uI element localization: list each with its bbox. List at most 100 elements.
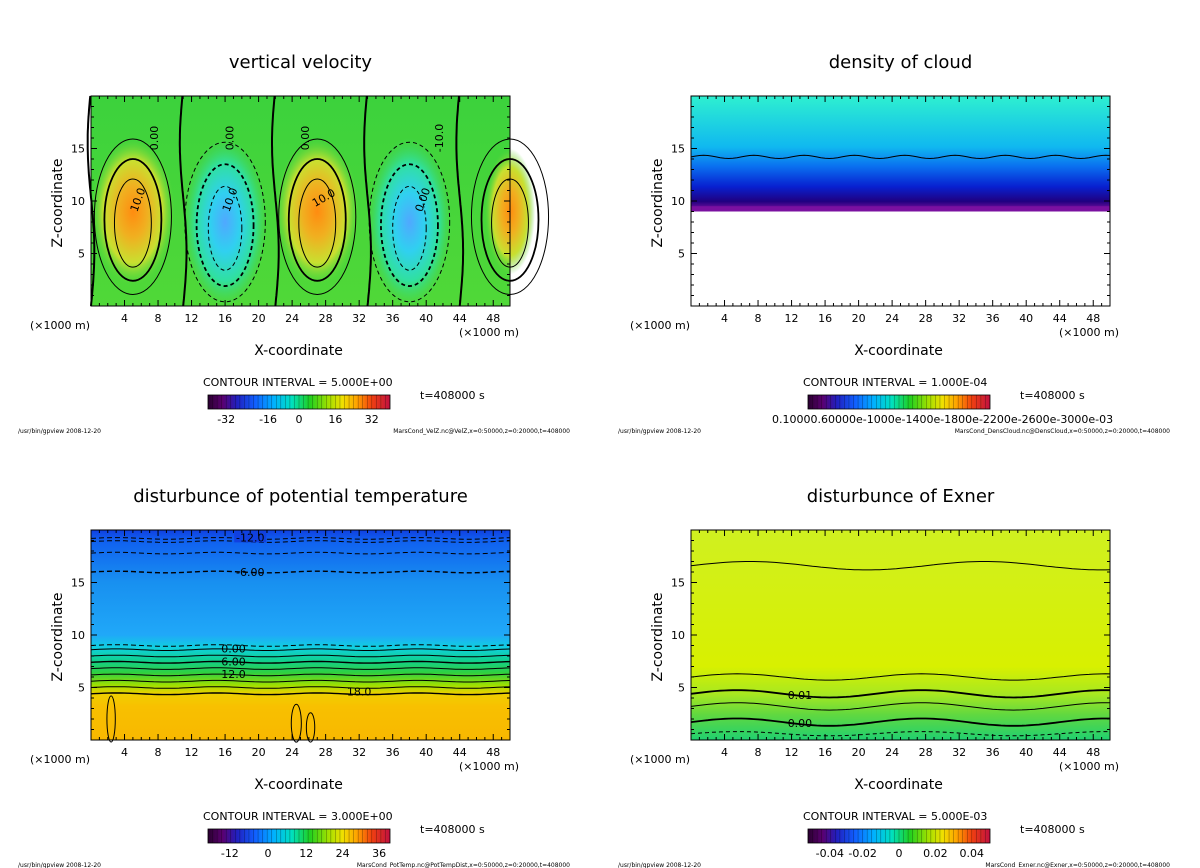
y-tick-label: 5 — [678, 248, 685, 261]
x-tick-label: 28 — [919, 746, 933, 759]
x-tick-label: 44 — [453, 746, 467, 759]
contour-interval: CONTOUR INTERVAL = 5.000E+00 — [203, 376, 393, 389]
x-ticks — [690, 530, 1111, 740]
x-tick-label: 8 — [155, 746, 162, 759]
x-tick-label: 20 — [252, 312, 266, 325]
colorbar-tick-label: 0.02 — [923, 847, 948, 860]
colorbar-divisions — [212, 395, 386, 409]
x-tick-label: 44 — [1053, 746, 1067, 759]
contour-lines — [86, 95, 550, 307]
x-unit-right: (×1000 m) — [1059, 760, 1119, 773]
x-unit-right: (×1000 m) — [459, 326, 519, 339]
x-ticks — [90, 530, 511, 740]
y-tick-label: 10 — [671, 195, 685, 208]
x-tick-label: 32 — [952, 746, 966, 759]
cloud-base-band — [691, 206, 1110, 212]
x-tick-label: 48 — [486, 746, 500, 759]
x-tick-label: 36 — [986, 746, 1000, 759]
x-tick-label: 12 — [785, 312, 799, 325]
footer-left: /usr/bin/gpview 2008-12-20 — [18, 862, 101, 868]
footer-left: /usr/bin/gpview 2008-12-20 — [618, 862, 701, 868]
x-tick-label: 44 — [453, 312, 467, 325]
x-tick-label: 4 — [121, 312, 128, 325]
x-tick-label: 28 — [919, 312, 933, 325]
warm-cell-1 — [90, 138, 175, 285]
contour-loop — [113, 178, 152, 268]
colorbar-tick-label: 0 — [296, 413, 303, 426]
x-tick-label: 40 — [419, 312, 433, 325]
y-tick-label: 5 — [78, 682, 85, 695]
x-tick-label: 16 — [818, 746, 832, 759]
footer-right: MarsCond_VelZ.nc@VelZ,x=0:50000,z=0:2000… — [393, 428, 570, 435]
x-unit-right: (×1000 m) — [459, 760, 519, 773]
colorbar-tick-label: 0 — [265, 847, 272, 860]
contour-line — [90, 673, 511, 677]
colorbar-tick-label: -32 — [217, 413, 235, 426]
cool-cell-4 — [367, 138, 452, 306]
time-label: t=408000 s — [1020, 389, 1085, 402]
x-tick-label: 12 — [185, 312, 199, 325]
contour-label: 0.00 — [299, 126, 312, 151]
contour-label: 0.00 — [788, 717, 813, 730]
x-axis-label: X-coordinate — [854, 343, 943, 359]
contour-line — [690, 154, 1111, 160]
x-tick-label: 20 — [852, 746, 866, 759]
x-axis-label: X-coordinate — [854, 777, 943, 793]
x-tick-label: 24 — [885, 312, 899, 325]
contour-line — [90, 660, 511, 664]
contour-label: -6.00 — [236, 566, 264, 579]
x-tick-label: 32 — [352, 312, 366, 325]
time-label: t=408000 s — [420, 823, 485, 836]
contour-label: 6.00 — [221, 655, 246, 668]
colorbar-tick-label: -0.02 — [848, 847, 876, 860]
x-tick-label: 16 — [218, 746, 232, 759]
contour-loop — [103, 158, 163, 282]
contour-label: -10.0 — [433, 124, 446, 152]
x-tick-label: 28 — [319, 746, 333, 759]
y-axis-label: Z-coordinate — [650, 592, 666, 681]
y-ticks — [691, 529, 1110, 741]
y-ticks — [691, 95, 1110, 307]
contour-line — [363, 95, 372, 307]
x-tick-label: 24 — [285, 746, 299, 759]
x-tick-label: 36 — [986, 312, 1000, 325]
x-tick-label: 4 — [121, 746, 128, 759]
contour-loop — [184, 141, 266, 303]
contour-label: 18.0 — [347, 686, 372, 699]
contour-line — [90, 644, 511, 647]
panel-1: vertical velocity0.0010.00.0010.00.0010.… — [18, 52, 570, 435]
colorbar-tick-label: 12 — [299, 847, 313, 860]
contour-line — [690, 717, 1110, 727]
colorbar-tick-label: -16 — [259, 413, 277, 426]
x-tick-label: 20 — [852, 312, 866, 325]
x-ticks — [690, 96, 1111, 306]
footer-left: /usr/bin/gpview 2008-12-20 — [618, 428, 701, 435]
chart-title: density of cloud — [829, 52, 973, 73]
x-tick-label: 20 — [252, 746, 266, 759]
x-ticks — [90, 96, 511, 306]
contour-label: 0.00 — [221, 643, 246, 656]
contour-line — [90, 570, 511, 574]
footer-right: MarsCond_Exner.nc@Exner,x=0:50000,z=0:20… — [985, 862, 1170, 868]
x-tick-label: 8 — [155, 312, 162, 325]
contour-line — [90, 679, 511, 683]
contour-line — [690, 561, 1111, 571]
colorbar-divisions — [812, 829, 986, 843]
contour-loop — [278, 138, 357, 295]
contour-lines — [690, 561, 1111, 737]
contour-line — [90, 540, 511, 543]
x-tick-label: 36 — [386, 746, 400, 759]
y-tick-label: 5 — [678, 682, 685, 695]
x-tick-label: 40 — [1019, 312, 1033, 325]
x-tick-label: 32 — [952, 312, 966, 325]
cloud-layer — [691, 96, 1110, 210]
y-tick-label: 5 — [78, 248, 85, 261]
x-tick-label: 44 — [1053, 312, 1067, 325]
contour-loop — [305, 712, 316, 743]
field-base — [91, 530, 510, 740]
colorbar-tick-label: 0 — [896, 847, 903, 860]
contour-lines — [90, 537, 511, 743]
